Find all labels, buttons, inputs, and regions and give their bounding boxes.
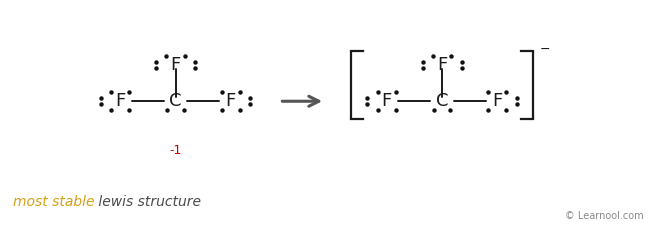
Text: F: F [382, 92, 392, 110]
Text: lewis structure: lewis structure [94, 196, 202, 209]
Text: C: C [169, 92, 182, 110]
Text: C: C [436, 92, 448, 110]
Text: F: F [115, 92, 125, 110]
Text: F: F [226, 92, 236, 110]
Text: most stable: most stable [13, 196, 94, 209]
Text: -1: -1 [169, 144, 182, 157]
Text: −: − [540, 43, 550, 56]
Text: F: F [437, 56, 447, 74]
Text: F: F [492, 92, 502, 110]
Text: F: F [170, 56, 181, 74]
Text: © Learnool.com: © Learnool.com [565, 211, 644, 221]
